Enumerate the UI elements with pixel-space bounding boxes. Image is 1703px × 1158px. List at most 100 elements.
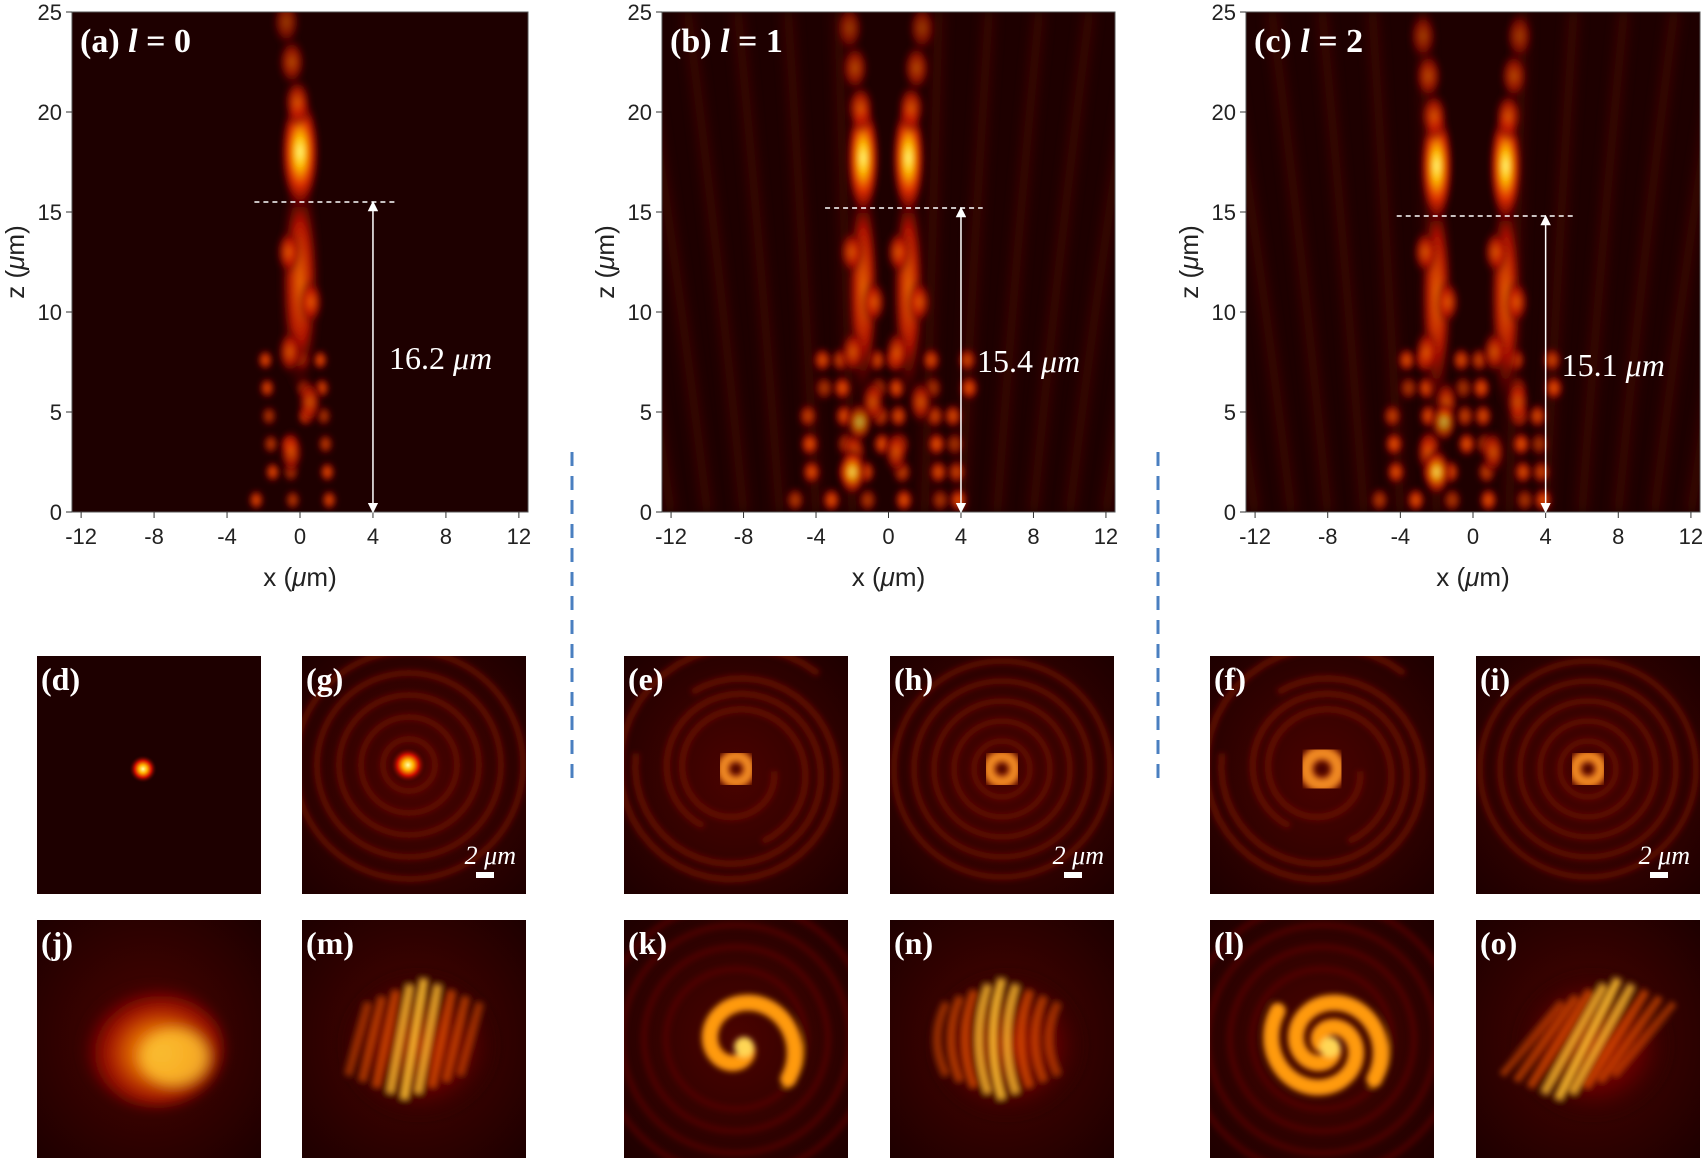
x-tick-label: -12 xyxy=(1239,524,1271,549)
x-axis-label: x (μm) xyxy=(852,562,925,592)
x-tick-label: 0 xyxy=(294,524,306,549)
x-tick-label: -4 xyxy=(806,524,826,549)
profile-intensity xyxy=(1477,658,1699,880)
x-tick-label: 4 xyxy=(955,524,967,549)
beam-profile-panel: (f) xyxy=(1210,656,1434,894)
intensity-field xyxy=(247,12,339,512)
panel-label: (i) xyxy=(1480,661,1510,697)
y-tick-label: 25 xyxy=(628,0,652,25)
panel-label: (f) xyxy=(1214,661,1246,697)
y-tick-label: 5 xyxy=(1224,400,1236,425)
panel-label: (b) l = 1 xyxy=(670,23,783,60)
x-tick-label: 0 xyxy=(882,524,894,549)
panel-label: (g) xyxy=(306,661,343,697)
y-tick-label: 10 xyxy=(1212,300,1236,325)
x-axis-label: x (μm) xyxy=(1436,562,1509,592)
profile-intensity xyxy=(922,965,1092,1125)
x-tick-label: -4 xyxy=(1391,524,1411,549)
beam-profile-panel: (n) xyxy=(890,920,1114,1158)
y-tick-label: 5 xyxy=(50,400,62,425)
scale-bar-label: 2 μm xyxy=(1053,841,1104,870)
x-tick-label: -12 xyxy=(65,524,97,549)
y-tick-label: 5 xyxy=(640,400,652,425)
panel-label: (m) xyxy=(306,925,354,961)
x-tick-label: 8 xyxy=(1027,524,1039,549)
beam-profile-panel: (k) xyxy=(624,920,848,1158)
y-tick-label: 15 xyxy=(1212,200,1236,225)
beam-profile-panel: (g) 2 μm xyxy=(302,656,526,894)
scale-bar xyxy=(1064,872,1082,878)
x-tick-label: 8 xyxy=(1612,524,1624,549)
panel-label: (c) l = 2 xyxy=(1254,23,1363,60)
y-tick-label: 20 xyxy=(628,100,652,125)
beam-profile-panel: (i) 2 μm xyxy=(1476,656,1700,894)
heatmap-panel-2: -12 -8 -4 0 4 8 12 0 5 10 15 20 25 x (μm) z (μm) (b) l … xyxy=(590,0,1118,592)
profile-intensity xyxy=(624,656,841,883)
y-tick-label: 15 xyxy=(628,200,652,225)
profile-intensity xyxy=(302,656,526,882)
y-tick-label: 0 xyxy=(50,500,62,525)
focal-length-label: 16.2 μm xyxy=(389,340,492,376)
x-tick-label: 0 xyxy=(1467,524,1479,549)
y-tick-label: 0 xyxy=(1224,500,1236,525)
profile-intensity xyxy=(334,965,504,1125)
panel-label: (o) xyxy=(1480,925,1517,961)
x-tick-label: -8 xyxy=(734,524,754,549)
x-tick-label: 12 xyxy=(1679,524,1703,549)
y-axis-label: z (μm) xyxy=(0,225,30,298)
y-tick-label: 20 xyxy=(1212,100,1236,125)
profile-intensity xyxy=(1210,920,1434,1158)
y-tick-label: 10 xyxy=(38,300,62,325)
panel-label: (j) xyxy=(41,925,73,961)
x-tick-label: 4 xyxy=(367,524,379,549)
profile-intensity xyxy=(891,658,1113,880)
panel-label: (n) xyxy=(894,925,933,961)
heatmap-panel-3: -12 -8 -4 0 4 8 12 0 5 10 15 20 25 x (μm) z (μm) (c) l … xyxy=(1174,0,1703,592)
x-axis-label: x (μm) xyxy=(263,562,336,592)
x-tick-label: -4 xyxy=(217,524,237,549)
y-axis-label: z (μm) xyxy=(590,225,620,298)
x-tick-label: 12 xyxy=(1094,524,1118,549)
panel-label: (l) xyxy=(1214,925,1244,961)
y-axis-label: z (μm) xyxy=(1174,225,1204,298)
scale-bar-label: 2 μm xyxy=(465,841,516,870)
beam-profile-panel: (l) xyxy=(1210,920,1434,1158)
intensity-field xyxy=(662,12,1115,512)
scale-bar xyxy=(1650,872,1668,878)
focal-length-label: 15.4 μm xyxy=(977,343,1080,379)
beam-profile-panel: (d) xyxy=(37,656,261,894)
panel-label: (h) xyxy=(894,661,933,697)
scale-bar-label: 2 μm xyxy=(1639,841,1690,870)
beam-profile-panel: (o) xyxy=(1476,920,1700,1158)
y-tick-label: 15 xyxy=(38,200,62,225)
x-tick-label: 8 xyxy=(440,524,452,549)
x-tick-label: 4 xyxy=(1540,524,1552,549)
y-tick-label: 25 xyxy=(38,0,62,25)
beam-profile-panel: (e) xyxy=(624,656,848,894)
profile-intensity xyxy=(1210,656,1427,883)
profile-intensity xyxy=(129,755,157,783)
y-tick-label: 20 xyxy=(38,100,62,125)
profile-intensity xyxy=(624,920,848,1158)
panel-label: (d) xyxy=(41,661,80,697)
x-tick-label: 12 xyxy=(507,524,531,549)
y-tick-label: 0 xyxy=(640,500,652,525)
panel-label: (e) xyxy=(628,661,664,697)
beam-profile-panel: (m) xyxy=(302,920,526,1158)
beam-profile-panel: (j) xyxy=(37,920,261,1158)
profile-intensity xyxy=(84,987,224,1107)
heatmap-panel-1: -12 -8 -4 0 4 8 12 0 5 10 15 20 25 x (μm) z (μm) (a) l … xyxy=(0,0,531,592)
x-tick-label: -12 xyxy=(655,524,687,549)
y-tick-label: 25 xyxy=(1212,0,1236,25)
beam-profile-panel: (h) 2 μm xyxy=(890,656,1114,894)
profile-intensity xyxy=(1499,965,1678,1125)
panel-label: (a) l = 0 xyxy=(80,23,191,60)
focal-length-label: 15.1 μm xyxy=(1562,347,1665,383)
x-tick-label: -8 xyxy=(1318,524,1338,549)
x-tick-label: -8 xyxy=(144,524,164,549)
profile-background xyxy=(624,920,848,1158)
y-tick-label: 10 xyxy=(628,300,652,325)
scale-bar xyxy=(476,872,494,878)
panel-label: (k) xyxy=(628,925,667,961)
